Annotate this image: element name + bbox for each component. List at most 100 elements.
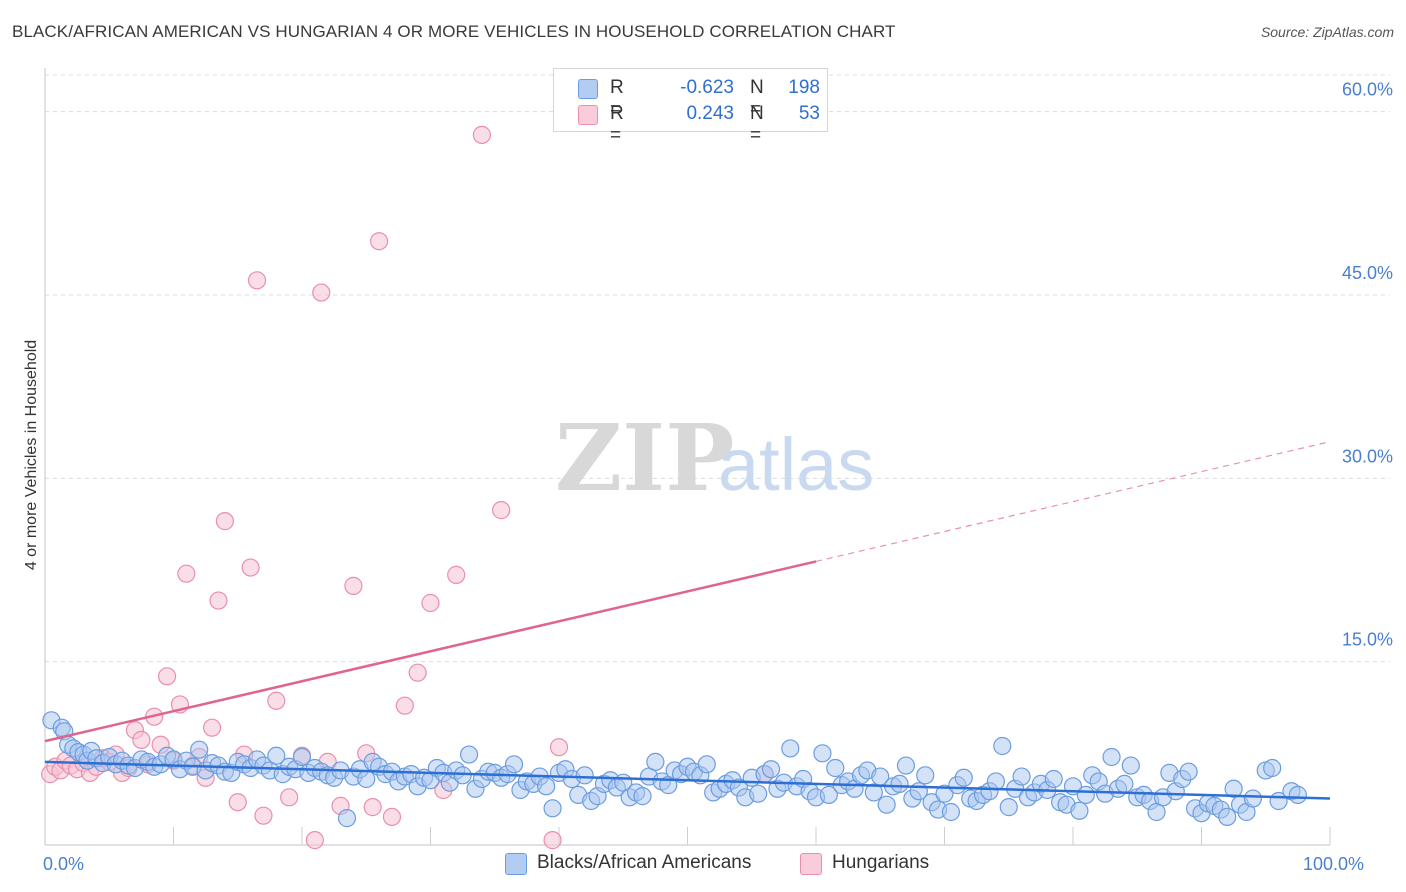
black-point (1218, 807, 1237, 826)
hungarian-point (344, 576, 363, 595)
watermark-atlas: atlas (718, 423, 874, 506)
legend-n-value: 53 (798, 103, 820, 124)
black-point (999, 798, 1018, 817)
black-point (1115, 774, 1134, 793)
black-point (813, 744, 832, 763)
legend-r-label: R = (610, 103, 624, 146)
black-point (1121, 756, 1140, 775)
hungarian-point (177, 564, 196, 583)
black-point (646, 752, 665, 771)
black-point (896, 756, 916, 775)
hungarian-point (472, 125, 491, 144)
black-point (941, 802, 961, 822)
black-point (954, 768, 973, 787)
hungarian-point (280, 788, 299, 807)
hungarian-point (312, 283, 331, 302)
black-point (819, 785, 838, 804)
hungarian-point (408, 663, 427, 682)
watermark-zip: ZIP (555, 404, 734, 512)
black-point (1263, 758, 1282, 778)
hungarian-point (421, 593, 440, 613)
hungarian-point (215, 512, 234, 531)
black-point (993, 736, 1012, 756)
black-point (916, 766, 935, 785)
blue-swatch (505, 853, 527, 875)
chart-title: BLACK/AFRICAN AMERICAN VS HUNGARIAN 4 OR… (12, 22, 896, 41)
black-point (986, 772, 1006, 791)
black-point (1044, 769, 1063, 789)
hungarian-point (228, 793, 247, 812)
hungarian-trend-extension (815, 441, 1331, 563)
black-point (459, 745, 479, 764)
black-point (337, 809, 357, 828)
hungarian-point (254, 806, 273, 825)
legend-n-label: N = (750, 103, 764, 146)
y-tick-label: 30.0% (1342, 446, 1393, 466)
hungarian-point (209, 591, 228, 610)
legend-n-value: 198 (788, 77, 820, 98)
hungarian-point (267, 691, 286, 710)
black-point (292, 747, 312, 767)
black-point (267, 746, 286, 765)
black-point (504, 755, 524, 774)
black-point (357, 769, 376, 789)
black-point (781, 739, 800, 758)
blue-swatch (578, 79, 598, 99)
black-point (890, 774, 909, 793)
black-point (1179, 762, 1198, 781)
black-trend-line (44, 760, 1331, 800)
x-tick-label: 100.0% (1303, 854, 1364, 874)
y-axis-label: 4 or more Vehicles in Household (23, 340, 40, 570)
source-label: Source: ZipAtlas.com (1260, 24, 1394, 40)
hungarian-point (447, 565, 466, 584)
y-tick-label: 45.0% (1342, 263, 1393, 283)
legend-label: Hungarians (832, 852, 930, 873)
black-point (453, 766, 472, 785)
hungarian-point (395, 696, 414, 715)
black-point (537, 777, 556, 796)
black-point (633, 787, 652, 806)
hungarian-point (543, 831, 562, 850)
black-point (1070, 801, 1089, 820)
black-point (1012, 767, 1031, 786)
hungarian-points (41, 125, 774, 850)
black-point (190, 740, 209, 759)
black-point (826, 758, 845, 778)
black-point (1102, 747, 1121, 767)
hungarian-point (132, 730, 151, 749)
hungarian-point (370, 232, 389, 251)
legend-r-label: R = (610, 77, 624, 120)
hungarian-point (241, 558, 260, 577)
black-point (761, 760, 781, 779)
watermark: ZIP atlas (555, 404, 874, 512)
hungarian-trend-line (44, 560, 817, 743)
pink-swatch (800, 853, 822, 875)
hungarian-point (363, 798, 382, 817)
hungarian-point (492, 501, 511, 520)
black-point (1076, 785, 1095, 804)
legend-r-value: -0.623 (680, 77, 734, 98)
black-point (749, 784, 768, 803)
legend-r-value: 0.243 (686, 103, 734, 124)
black-point (575, 766, 594, 785)
black-point (877, 795, 896, 814)
hungarian-point (382, 807, 402, 826)
y-tick-label: 15.0% (1342, 630, 1393, 650)
black-point (1288, 785, 1307, 804)
pink-swatch (578, 105, 598, 125)
black-point (1224, 779, 1243, 798)
black-point (543, 799, 562, 818)
hungarian-point (202, 718, 222, 737)
hungarian-point (549, 738, 569, 757)
legend-label: Blacks/African Americans (537, 852, 752, 873)
y-tick-label: 60.0% (1342, 80, 1393, 100)
trend-lines (44, 441, 1331, 800)
legend-n-label: N = (750, 77, 764, 120)
stats-legend: R = -0.623 N = 198 R = 0.243 N = 53 (553, 68, 828, 146)
black-point (697, 755, 716, 774)
hungarian-point (247, 271, 267, 290)
black-point (1243, 789, 1263, 808)
black-point (935, 784, 954, 803)
black-point (864, 783, 883, 802)
